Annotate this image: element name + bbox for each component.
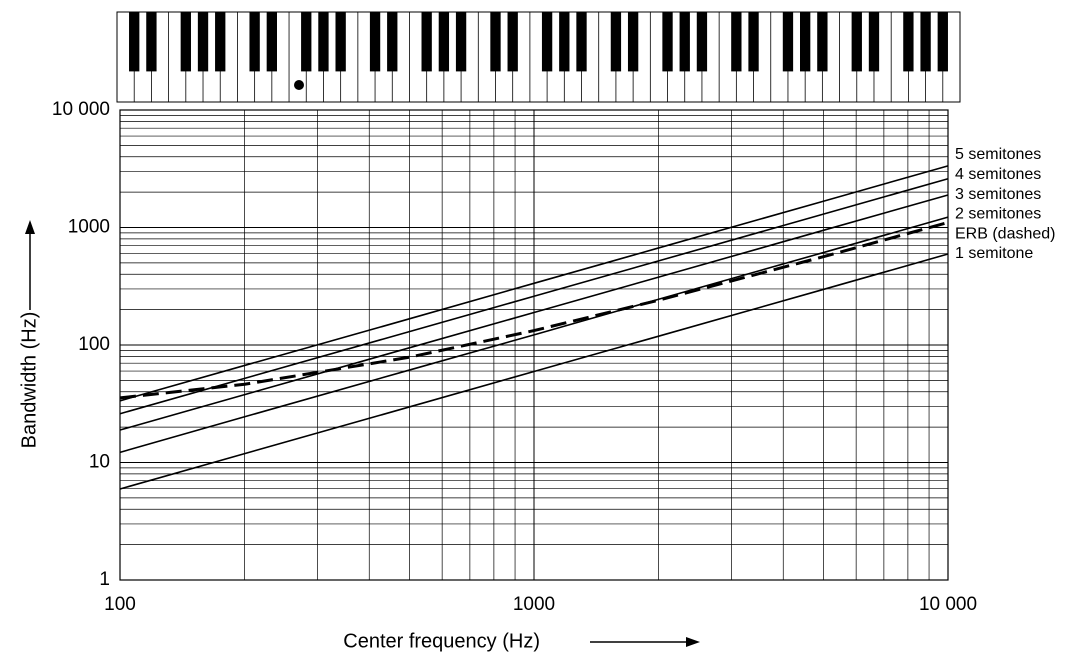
black-key <box>541 12 553 72</box>
x-tick-label: 10 000 <box>919 594 977 615</box>
black-key <box>249 12 260 72</box>
y-tick-label: 100 <box>78 334 110 355</box>
legend-label: ERB (dashed) <box>955 225 1056 242</box>
piano-keyboard <box>116 11 961 103</box>
black-key <box>318 12 329 72</box>
black-key <box>576 12 587 72</box>
x-tick-label: 100 <box>104 594 136 615</box>
black-key <box>421 12 432 72</box>
black-key <box>369 12 381 72</box>
y-axis-arrowhead <box>25 220 35 234</box>
black-key <box>868 12 880 72</box>
black-key <box>851 12 862 72</box>
x-tick-label: 1000 <box>513 594 555 615</box>
black-key <box>662 12 673 72</box>
series-line <box>119 165 949 402</box>
black-key <box>387 12 398 72</box>
black-key <box>129 12 140 72</box>
black-key <box>937 12 948 72</box>
black-key <box>782 12 794 72</box>
black-key <box>817 12 828 72</box>
black-key <box>438 12 450 72</box>
black-key <box>301 12 312 72</box>
black-key <box>455 12 467 72</box>
black-key <box>903 12 914 72</box>
grid <box>119 109 949 581</box>
black-key <box>335 12 346 72</box>
black-key <box>800 12 811 72</box>
x-axis-arrowhead <box>686 637 700 647</box>
piano-frame <box>116 11 961 103</box>
legend-label: 5 semitones <box>955 146 1041 163</box>
black-key <box>610 12 622 72</box>
y-tick-label: 1 <box>99 569 110 590</box>
black-key <box>731 12 742 72</box>
y-tick-label: 1000 <box>68 217 110 238</box>
y-tick-label: 10 000 <box>52 99 110 120</box>
black-key <box>266 12 277 72</box>
black-key <box>146 12 157 72</box>
black-key <box>559 12 570 72</box>
legend-label: 2 semitones <box>955 206 1041 223</box>
legend-label: 4 semitones <box>955 166 1041 183</box>
black-key <box>920 12 931 72</box>
series-line <box>119 194 949 431</box>
series-line <box>119 221 949 400</box>
y-tick-label: 10 <box>89 452 110 473</box>
legend-label: 3 semitones <box>955 186 1041 203</box>
black-key <box>215 12 226 72</box>
x-axis-label: Center frequency (Hz) <box>343 630 540 652</box>
series-line <box>119 177 949 415</box>
black-key <box>507 12 518 72</box>
series-line <box>119 216 949 454</box>
lines <box>119 165 949 490</box>
series-line <box>119 253 949 490</box>
black-key <box>490 12 501 72</box>
legend-label: 1 semitone <box>955 245 1033 262</box>
black-key <box>679 12 690 72</box>
y-axis-label: Bandwidth (Hz) <box>18 312 40 449</box>
middle-c-marker <box>294 80 304 90</box>
black-key <box>748 12 759 72</box>
black-key <box>696 12 708 72</box>
black-key <box>180 12 191 72</box>
black-key <box>627 12 639 72</box>
black-key <box>197 12 209 72</box>
